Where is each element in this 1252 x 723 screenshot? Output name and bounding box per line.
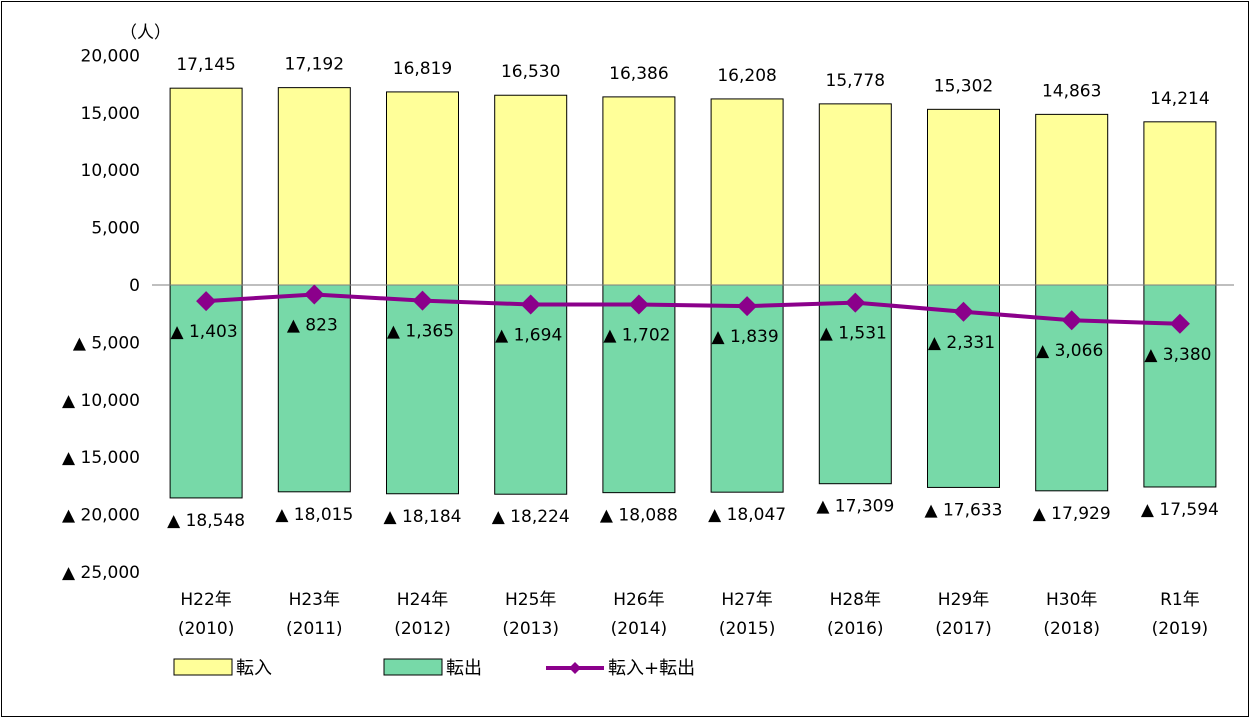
legend-label-tenshutsu: 転出 <box>446 658 482 679</box>
x-tick-label: H29年 <box>938 590 989 610</box>
x-tick-label: H30年 <box>1046 590 1097 610</box>
marker-net-9 <box>1169 313 1190 334</box>
x-tick-sublabel: (2011) <box>286 619 343 639</box>
bar-tennyu-4 <box>602 96 676 286</box>
data-label-tennyu: 16,819 <box>393 59 452 79</box>
x-tick-label: H23年 <box>289 590 340 610</box>
x-tick-sublabel: (2019) <box>1152 619 1209 639</box>
legend-label-tennyu: 転入 <box>236 658 272 679</box>
data-label-net: ▲ 3,066 <box>1036 341 1103 361</box>
marker-net-8 <box>1061 310 1082 331</box>
bar-tennyu-2 <box>386 91 459 286</box>
data-label-tenshutsu: ▲ 18,015 <box>275 505 353 525</box>
data-label-net: ▲ 1,839 <box>712 327 779 347</box>
data-label-tenshutsu: ▲ 18,224 <box>492 507 570 527</box>
y-tick-label: ▲ 20,000 <box>62 506 140 526</box>
y-tick-label: ▲ 10,000 <box>62 391 140 411</box>
y-tick-label: ▲ 15,000 <box>62 448 140 468</box>
marker-net-4 <box>628 294 649 315</box>
data-label-net: ▲ 823 <box>287 315 338 335</box>
data-label-net: ▲ 1,403 <box>171 322 238 342</box>
x-tick-label: R1年 <box>1160 590 1200 610</box>
bar-tenshutsu-0 <box>169 284 243 499</box>
data-label-tennyu: 16,530 <box>501 62 560 82</box>
x-tick-label: H22年 <box>180 590 231 610</box>
bar-tennyu-8 <box>1035 113 1109 286</box>
x-tick-sublabel: (2014) <box>611 619 668 639</box>
bar-tennyu-9 <box>1143 121 1217 286</box>
bar-tenshutsu-5 <box>710 284 784 493</box>
x-tick-sublabel: (2015) <box>719 619 776 639</box>
marker-net-2 <box>412 290 433 311</box>
legend-swatch-tennyu <box>173 658 233 676</box>
marker-net-1 <box>304 284 325 305</box>
x-tick-label: H26年 <box>613 590 664 610</box>
data-label-tenshutsu: ▲ 18,184 <box>384 507 462 527</box>
data-label-tenshutsu: ▲ 17,309 <box>816 497 894 517</box>
marker-net-7 <box>953 301 974 322</box>
bar-tennyu-7 <box>927 108 1000 286</box>
bar-tennyu-5 <box>710 98 784 286</box>
legend-label-net: 転入+転出 <box>608 658 695 679</box>
legend-marker-net <box>569 662 581 674</box>
x-tick-label: H27年 <box>721 590 772 610</box>
bar-tenshutsu-2 <box>386 284 459 495</box>
y-tick-label: 10,000 <box>81 161 140 181</box>
y-tick-label: ▲ 5,000 <box>73 333 140 353</box>
data-label-net: ▲ 3,380 <box>1144 345 1211 365</box>
data-label-net: ▲ 2,331 <box>928 333 995 353</box>
data-label-net: ▲ 1,365 <box>387 322 454 342</box>
y-tick-label: 5,000 <box>91 219 140 239</box>
data-label-tennyu: 17,145 <box>176 55 235 75</box>
x-tick-label: H28年 <box>830 590 881 610</box>
x-tick-label: H24年 <box>397 590 448 610</box>
x-tick-label: H25年 <box>505 590 556 610</box>
series-line-net <box>205 292 1180 326</box>
legend-swatch-tenshutsu <box>383 658 443 676</box>
data-label-tennyu: 17,192 <box>285 55 344 75</box>
data-label-tennyu: 16,386 <box>609 64 668 84</box>
data-label-tenshutsu: ▲ 18,047 <box>708 505 786 525</box>
data-label-tenshutsu: ▲ 17,929 <box>1033 504 1111 524</box>
data-label-tennyu: 14,863 <box>1042 81 1101 101</box>
x-tick-sublabel: (2010) <box>178 619 235 639</box>
data-label-net: ▲ 1,531 <box>820 324 887 344</box>
data-label-net: ▲ 1,694 <box>495 325 562 345</box>
marker-net-5 <box>737 296 758 317</box>
marker-net-0 <box>196 291 217 312</box>
x-tick-sublabel: (2012) <box>394 619 451 639</box>
marker-net-6 <box>845 292 866 313</box>
data-label-tennyu: 15,778 <box>826 71 885 91</box>
bar-tenshutsu-6 <box>818 284 892 485</box>
data-label-tenshutsu: ▲ 17,633 <box>925 500 1003 520</box>
data-label-tennyu: 14,214 <box>1150 89 1209 109</box>
data-label-tenshutsu: ▲ 18,548 <box>167 511 245 531</box>
y-tick-label: 15,000 <box>81 104 140 124</box>
x-tick-sublabel: (2016) <box>827 619 884 639</box>
bar-tennyu-3 <box>494 94 568 286</box>
bar-tennyu-0 <box>169 87 243 286</box>
data-label-tenshutsu: ▲ 18,088 <box>600 506 678 526</box>
bar-tennyu-6 <box>818 103 892 286</box>
data-label-tennyu: 15,302 <box>934 76 993 96</box>
x-tick-sublabel: (2017) <box>935 619 992 639</box>
bar-tenshutsu-3 <box>494 284 568 495</box>
bar-tennyu-1 <box>277 87 351 286</box>
y-tick-label: 20,000 <box>81 46 140 66</box>
data-label-net: ▲ 1,702 <box>603 326 670 346</box>
bar-tenshutsu-1 <box>277 284 351 493</box>
data-label-tenshutsu: ▲ 17,594 <box>1141 500 1219 520</box>
y-tick-label: 0 <box>129 276 140 296</box>
x-tick-sublabel: (2018) <box>1043 619 1100 639</box>
marker-net-3 <box>520 294 541 315</box>
data-label-tennyu: 16,208 <box>717 66 776 86</box>
x-tick-sublabel: (2013) <box>502 619 559 639</box>
y-tick-label: ▲ 25,000 <box>62 563 140 583</box>
y-unit-label: （人） <box>120 23 171 43</box>
bar-tenshutsu-4 <box>602 284 676 494</box>
